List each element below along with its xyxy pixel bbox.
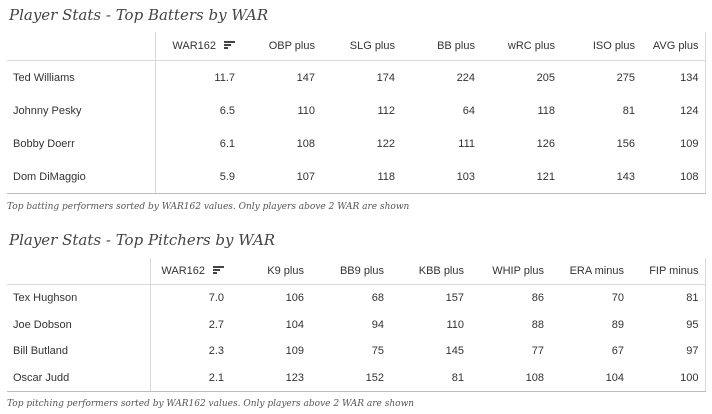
batting-col-header-slg-plus[interactable]: SLG plus	[321, 32, 401, 61]
stat-cell: 224	[456, 71, 475, 84]
stat-cell: 275	[616, 71, 635, 84]
player-name: Dom DiMaggio	[7, 160, 155, 194]
stat-cell: 134	[641, 60, 706, 94]
table-row: Ted Williams 11.7 147 174 224 205 275 13…	[7, 60, 706, 94]
pitching-header-row: WAR162 K9 plus BB9 plus KBB plus WHIP pl…	[7, 258, 706, 285]
stat-cell: 118	[537, 104, 555, 117]
player-name: Tex Hughson	[13, 292, 78, 305]
stat-cell: 86	[531, 292, 544, 305]
player-name: Bill Butland	[13, 345, 69, 358]
table-row: Johnny Pesky 6.5 110 112 64 118 81 124	[7, 94, 706, 127]
batting-title: Player Stats - Top Batters by WAR	[9, 6, 269, 24]
stat-cell: 112	[377, 104, 395, 117]
stat-cell: 70	[611, 292, 624, 305]
stat-cell: 103	[401, 160, 481, 194]
stat-cell: 81	[390, 364, 470, 392]
pitching-name-header	[7, 258, 150, 285]
stat-cell: 107	[241, 160, 321, 194]
stat-cell: 106	[285, 292, 304, 305]
table-row: Bill Butland 2.3 109 75 145 77 67 97	[7, 338, 706, 365]
sort-descending-icon[interactable]	[213, 266, 224, 275]
player-name: Oscar Judd	[7, 364, 150, 392]
batting-table: WAR162 OBP plus SLG plus BB plus wRC plu…	[7, 32, 706, 194]
batting-name-header	[7, 32, 155, 61]
table-row: Dom DiMaggio 5.9 107 118 103 121 143 108	[7, 160, 706, 194]
stat-cell: 205	[536, 71, 555, 84]
stat-cell: 111	[458, 137, 475, 150]
stat-cell: 67	[611, 345, 624, 358]
batting-col-header-obp-plus[interactable]: OBP plus	[241, 32, 321, 61]
stat-cell: 6.5	[154, 94, 241, 127]
stat-cell: 94	[371, 318, 384, 331]
stat-cell: 156	[616, 137, 635, 150]
stat-cell: 110	[446, 318, 464, 331]
stat-cell: 118	[321, 160, 401, 194]
batting-col-header-war162[interactable]: WAR162	[154, 32, 241, 61]
pitching-col-header-era-minus[interactable]: ERA minus	[550, 258, 630, 285]
stat-cell: 81	[622, 104, 635, 117]
stat-cell: 89	[611, 318, 624, 331]
stat-cell: 104	[285, 318, 304, 331]
player-name: Ted Williams	[13, 71, 75, 84]
pitching-col-header-k9-plus[interactable]: K9 plus	[230, 258, 310, 285]
player-name: Bobby Doerr	[13, 137, 75, 150]
batting-col-header-avg-plus[interactable]: AVG plus	[641, 32, 706, 61]
stat-cell: 108	[470, 364, 550, 392]
batting-caption: Top batting performers sorted by WAR162 …	[7, 202, 410, 212]
stat-cell: 95	[630, 311, 706, 338]
stat-cell: 123	[230, 364, 310, 392]
stat-cell: 157	[445, 292, 464, 305]
pitching-col-header-fip-minus[interactable]: FIP minus	[630, 258, 706, 285]
stat-cell: 110	[297, 104, 315, 117]
table-row: Joe Dobson 2.7 104 94 110 88 89 95	[7, 311, 706, 338]
batting-header-row: WAR162 OBP plus SLG plus BB plus wRC plu…	[7, 32, 706, 61]
stat-cell: 100	[630, 364, 706, 392]
pitching-table: WAR162 K9 plus BB9 plus KBB plus WHIP pl…	[7, 258, 706, 392]
batting-col-header-wrc-plus[interactable]: wRC plus	[481, 32, 561, 61]
stat-cell: 5.9	[154, 160, 241, 194]
stat-cell: 126	[536, 137, 555, 150]
stat-cell: 68	[371, 292, 384, 305]
stat-cell: 109	[641, 127, 706, 160]
stat-cell: 143	[561, 160, 641, 194]
stat-cell: 7.0	[149, 284, 230, 312]
stat-cell: 2.7	[149, 311, 230, 338]
stat-cell: 81	[630, 284, 706, 312]
stat-cell: 64	[462, 104, 475, 117]
table-row: Bobby Doerr 6.1 108 122 111 126 156 109	[7, 127, 706, 160]
stat-cell: 104	[550, 364, 630, 392]
stat-cell: 2.1	[149, 364, 230, 392]
stat-cell: 108	[641, 160, 706, 194]
batting-col-header-iso-plus[interactable]: ISO plus	[561, 32, 641, 61]
stat-cell: 121	[481, 160, 561, 194]
stat-cell: 152	[310, 364, 390, 392]
stat-cell: 77	[531, 345, 544, 358]
stat-cell: 174	[376, 71, 395, 84]
stat-cell: 11.7	[154, 60, 241, 94]
stat-cell: 6.1	[154, 127, 241, 160]
pitching-col-header-kbb-plus[interactable]: KBB plus	[390, 258, 470, 285]
player-name: Johnny Pesky	[13, 104, 82, 117]
stat-cell: 109	[285, 345, 304, 358]
pitching-title: Player Stats - Top Pitchers by WAR	[9, 231, 276, 249]
pitching-caption: Top pitching performers sorted by WAR162…	[7, 399, 415, 409]
stat-cell: 75	[371, 345, 384, 358]
batting-col-header-bb-plus[interactable]: BB plus	[401, 32, 481, 61]
player-name: Joe Dobson	[13, 318, 72, 331]
stat-cell: 145	[445, 345, 464, 358]
table-row: Tex Hughson 7.0 106 68 157 86 70 81	[7, 284, 706, 312]
sort-descending-icon[interactable]	[224, 41, 235, 50]
stat-cell: 124	[641, 94, 706, 127]
stat-cell: 122	[376, 137, 395, 150]
stat-cell: 147	[296, 71, 315, 84]
stat-cell: 2.3	[149, 338, 230, 365]
pitching-col-header-war162[interactable]: WAR162	[149, 258, 230, 285]
pitching-col-header-bb9-plus[interactable]: BB9 plus	[310, 258, 390, 285]
stat-cell: 108	[296, 137, 315, 150]
table-row: Oscar Judd 2.1 123 152 81 108 104 100	[7, 364, 706, 392]
pitching-col-header-whip-plus[interactable]: WHIP plus	[470, 258, 550, 285]
stat-cell: 97	[630, 338, 706, 365]
stat-cell: 88	[531, 318, 544, 331]
